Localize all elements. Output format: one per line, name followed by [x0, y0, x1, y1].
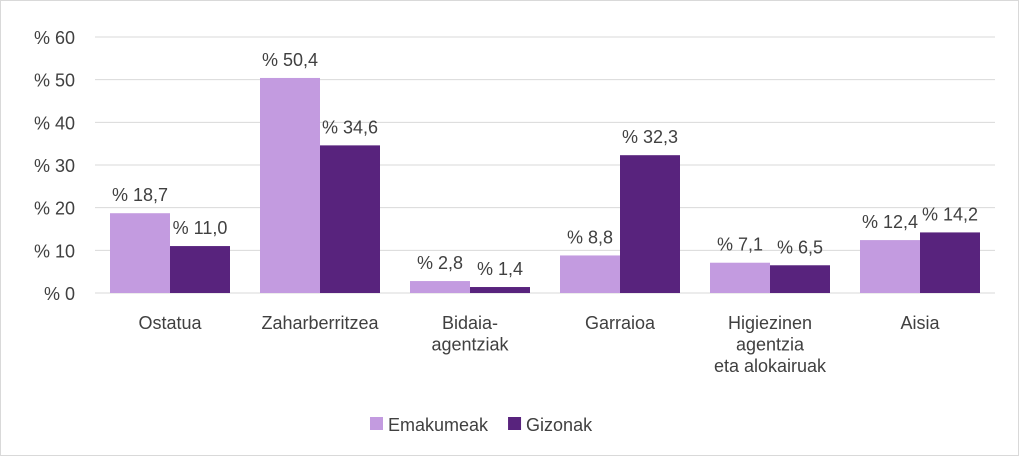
x-tick-label: Garraioa — [585, 313, 656, 333]
bar — [770, 265, 830, 293]
x-tick-label: Zaharberritzea — [261, 313, 379, 333]
y-tick-label: % 20 — [34, 199, 75, 219]
y-tick-label: % 50 — [34, 71, 75, 91]
x-tick-label: Aisia — [900, 313, 940, 333]
y-tick-label: % 60 — [34, 28, 75, 48]
bar — [620, 155, 680, 293]
data-label: % 32,3 — [622, 127, 678, 147]
data-label: % 7,1 — [717, 235, 763, 255]
bar — [710, 262, 770, 293]
y-tick-label: % 10 — [34, 241, 75, 261]
data-label: % 14,2 — [922, 204, 978, 224]
data-label: % 1,4 — [477, 259, 523, 279]
y-tick-label: % 40 — [34, 113, 75, 133]
bar — [260, 77, 320, 294]
x-tick-label: Ostatua — [138, 313, 202, 333]
data-label: % 12,4 — [862, 212, 918, 232]
x-tick-label: Higiezinen agentzia eta alokairuak — [714, 313, 827, 376]
legend-label: Gizonak — [526, 415, 593, 435]
y-tick-label: % 30 — [34, 156, 75, 176]
y-tick-label: % 0 — [44, 284, 75, 304]
bar — [860, 240, 920, 293]
bar — [920, 232, 980, 293]
bar — [320, 145, 380, 293]
bar — [410, 281, 470, 293]
data-label: % 11,0 — [173, 218, 228, 238]
bar — [560, 255, 620, 293]
data-label: % 50,4 — [262, 50, 318, 70]
legend-swatch — [370, 417, 383, 430]
data-label: % 6,5 — [777, 237, 823, 257]
data-label: % 34,6 — [322, 117, 378, 137]
data-label: % 8,8 — [567, 227, 613, 247]
legend-swatch — [508, 417, 522, 430]
data-label: % 2,8 — [417, 253, 463, 273]
bar — [110, 213, 170, 293]
legend-label: Emakumeak — [388, 415, 489, 435]
x-tick-label: Bidaia-agentziak — [431, 313, 509, 355]
bar — [170, 246, 230, 293]
data-label: % 18,7 — [112, 185, 168, 205]
bar — [470, 287, 530, 293]
